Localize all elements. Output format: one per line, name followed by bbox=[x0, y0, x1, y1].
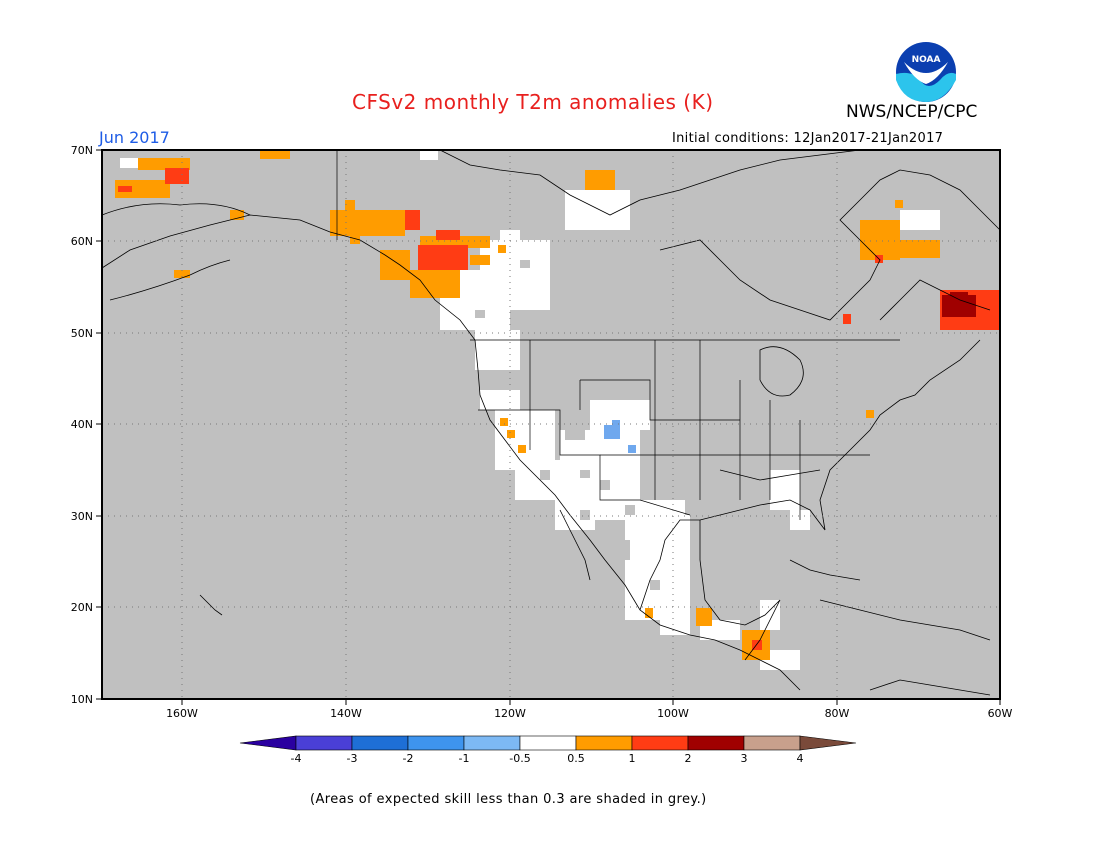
colorbar-label: -2 bbox=[403, 752, 414, 765]
political-borders bbox=[336, 150, 900, 520]
warm-anomaly-2-to-3 bbox=[942, 292, 976, 317]
colorbar-swatch bbox=[631, 735, 689, 751]
colorbar-swatch bbox=[407, 735, 465, 751]
colorbar-label: 2 bbox=[685, 752, 692, 765]
lon-label: 100W bbox=[657, 707, 689, 720]
colorbar-swatch bbox=[575, 735, 633, 751]
lon-label: 140W bbox=[330, 707, 362, 720]
map-title: CFSv2 monthly T2m anomalies (K) bbox=[352, 90, 714, 114]
lat-label: 40N bbox=[71, 418, 93, 431]
initial-conditions: Initial conditions: 12Jan2017-21Jan2017 bbox=[672, 131, 944, 146]
lat-label: 30N bbox=[71, 510, 93, 523]
colorbar-swatch bbox=[295, 735, 353, 751]
coastlines bbox=[101, 149, 1001, 696]
lon-label: 80W bbox=[825, 707, 850, 720]
lat-label: 20N bbox=[71, 601, 93, 614]
cool-anomaly-minus-1-to-minus-0-5 bbox=[604, 420, 636, 453]
colorbar-labels: -4 -3 -2 -1 -0.5 0.5 1 2 3 4 bbox=[291, 752, 804, 765]
colorbar-swatch bbox=[743, 735, 801, 751]
colorbar bbox=[239, 735, 857, 751]
forecast-month: Jun 2017 bbox=[99, 128, 170, 147]
colorbar-label: -4 bbox=[291, 752, 302, 765]
lon-label: 120W bbox=[494, 707, 526, 720]
colorbar-label: -0.5 bbox=[509, 752, 530, 765]
colorbar-arrow-low bbox=[239, 735, 297, 751]
colorbar-swatch bbox=[351, 735, 409, 751]
colorbar-label: -1 bbox=[459, 752, 470, 765]
colorbar-swatch bbox=[463, 735, 521, 751]
colorbar-label: 1 bbox=[629, 752, 636, 765]
lat-label: 50N bbox=[71, 327, 93, 340]
lon-label: 160W bbox=[166, 707, 198, 720]
colorbar-swatch bbox=[687, 735, 745, 751]
warm-anomaly-0-5-to-1 bbox=[115, 150, 940, 660]
noaa-logo-icon: NOAA bbox=[896, 42, 956, 102]
skill-note: (Areas of expected skill less than 0.3 a… bbox=[310, 792, 707, 807]
colorbar-swatch bbox=[519, 735, 577, 751]
agency-label: NWS/NCEP/CPC bbox=[846, 102, 978, 122]
lat-label: 10N bbox=[71, 693, 93, 706]
colorbar-label: 3 bbox=[741, 752, 748, 765]
colorbar-label: 4 bbox=[797, 752, 804, 765]
colorbar-label: -3 bbox=[347, 752, 358, 765]
noaa-logo-text: NOAA bbox=[912, 55, 941, 65]
colorbar-label: 0.5 bbox=[567, 752, 585, 765]
lat-label: 60N bbox=[71, 235, 93, 248]
lat-label: 70N bbox=[71, 144, 93, 157]
colorbar-arrow-high bbox=[799, 735, 857, 751]
lon-label: 60W bbox=[988, 707, 1013, 720]
